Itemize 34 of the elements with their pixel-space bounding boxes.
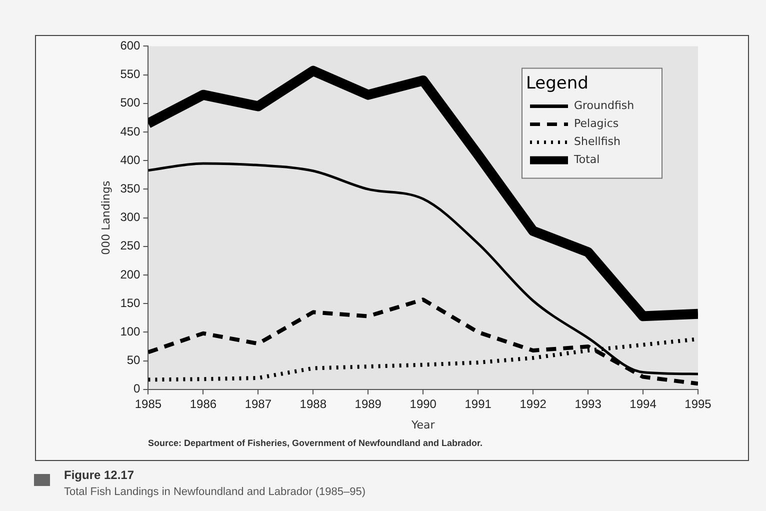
y-tick-label: 350 [120,182,141,196]
y-tick-label: 100 [120,324,141,339]
x-tick-label: 1994 [630,396,657,411]
x-tick-label: 1990 [410,396,437,411]
y-tick-label: 550 [120,67,141,82]
y-tick-label: 600 [120,38,141,53]
x-tick-label: 1986 [190,396,217,411]
y-tick-label: 500 [120,96,141,110]
x-tick-label: 1989 [354,396,382,411]
legend-label: Pelagics [574,117,619,130]
legend-label: Total [573,153,600,166]
x-tick-label: 1985 [134,396,162,411]
text: Figure 12.17 [64,468,134,482]
x-tick-label: 1993 [574,396,602,411]
y-tick-label: 300 [120,210,141,224]
y-tick-label: 50 [126,353,141,368]
x-tick-label: 1987 [244,396,272,411]
x-tick-label: 1992 [520,396,547,411]
x-tick-label: 1988 [300,396,327,411]
legend-title: Legend [526,74,588,94]
x-tick-label: 1991 [464,396,492,411]
legend-label: Shellfish [574,135,620,148]
text: Total Fish Landings in Newfoundland and Labrador (1985–95) [64,486,366,498]
y-tick-label: 0 [134,382,141,396]
legend-label: Groundfish [574,99,634,112]
y-axis-title: 000 Landings [99,180,112,255]
y-tick-label: 450 [120,124,141,138]
y-tick-label: 400 [120,152,141,167]
y-tick-label: 200 [120,267,141,282]
x-axis-title: Year [410,418,436,432]
y-tick-label: 250 [120,238,141,253]
x-tick-label: 1995 [684,396,712,411]
source-note: Source: Department of Fisheries, Government of Newfoundland and Labrador. [148,438,483,448]
y-tick-label: 150 [120,296,141,310]
